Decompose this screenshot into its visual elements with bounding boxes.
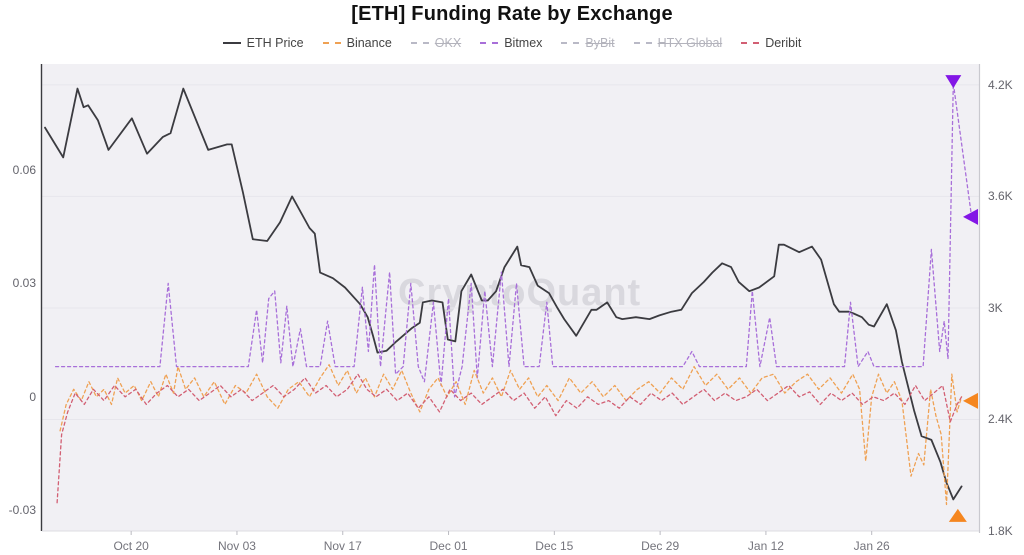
legend-label: ByBit: [585, 36, 615, 50]
left-axis-tick-label: 0.06: [12, 163, 36, 178]
legend-item-deribit[interactable]: Deribit: [741, 36, 801, 50]
legend-swatch: [633, 42, 652, 44]
plot-background: [42, 64, 979, 531]
legend-swatch: [322, 42, 341, 44]
bitmex-top-marker: [945, 75, 962, 89]
chart-title: [ETH] Funding Rate by Exchange: [351, 3, 673, 25]
x-axis-tick-label: Dec 01: [429, 539, 468, 553]
x-axis-tick-label: Jan 12: [747, 539, 784, 553]
legend-swatch: [222, 42, 241, 44]
legend-item-okx[interactable]: OKX: [410, 36, 462, 50]
legend-swatch: [561, 42, 580, 44]
legend-item-binance[interactable]: Binance: [322, 36, 392, 50]
legend-label: Binance: [346, 36, 392, 50]
right-axis-tick-label: 1.8K: [988, 524, 1013, 538]
binance-line: [59, 364, 963, 506]
legend-item-htx-global[interactable]: HTX Global: [633, 36, 723, 50]
legend-item-bitmex[interactable]: Bitmex: [480, 36, 542, 50]
right-axis-tick-label: 2.4K: [988, 412, 1013, 427]
left-axis-tick-label: -0.03: [8, 503, 36, 518]
legend-label: OKX: [434, 36, 462, 50]
right-axis-tick-label: 3.6K: [988, 189, 1013, 204]
x-axis-tick-label: Oct 20: [113, 539, 149, 553]
x-axis-tick-label: Jan 26: [853, 539, 890, 553]
x-axis-tick-label: Dec 29: [641, 539, 680, 553]
right-axis-tick-label: 3K: [988, 300, 1003, 315]
x-axis-tick-label: Nov 03: [217, 539, 256, 553]
x-axis-tick-label: Nov 17: [323, 539, 362, 553]
x-axis-tick-label: Dec 15: [535, 539, 574, 553]
legend-label: Bitmex: [504, 36, 543, 50]
bitmex-line: [54, 82, 973, 398]
chart-legend: ETH Price Binance OKX Bitmex ByBit HTX Global…: [0, 36, 1024, 50]
legend-item-eth-price[interactable]: ETH Price: [222, 36, 304, 50]
right-axis-tick-label: 4.2K: [988, 77, 1013, 92]
left-axis-tick-label: 0.03: [12, 276, 36, 291]
legend-label: ETH Price: [246, 36, 304, 50]
bitmex-edge-marker: [963, 208, 978, 225]
legend-item-bybit[interactable]: ByBit: [561, 36, 615, 50]
binance-bottom-marker: [948, 508, 967, 522]
legend-swatch: [410, 42, 429, 44]
legend-label: HTX Global: [657, 36, 723, 50]
legend-swatch: [480, 42, 499, 44]
left-axis-tick-label: 0: [29, 389, 36, 404]
deribit-line: [56, 373, 963, 504]
legend-label: Deribit: [765, 36, 802, 50]
legend-swatch: [741, 42, 760, 44]
eth-price-line: [44, 87, 963, 501]
binance-edge-marker: [963, 392, 978, 409]
